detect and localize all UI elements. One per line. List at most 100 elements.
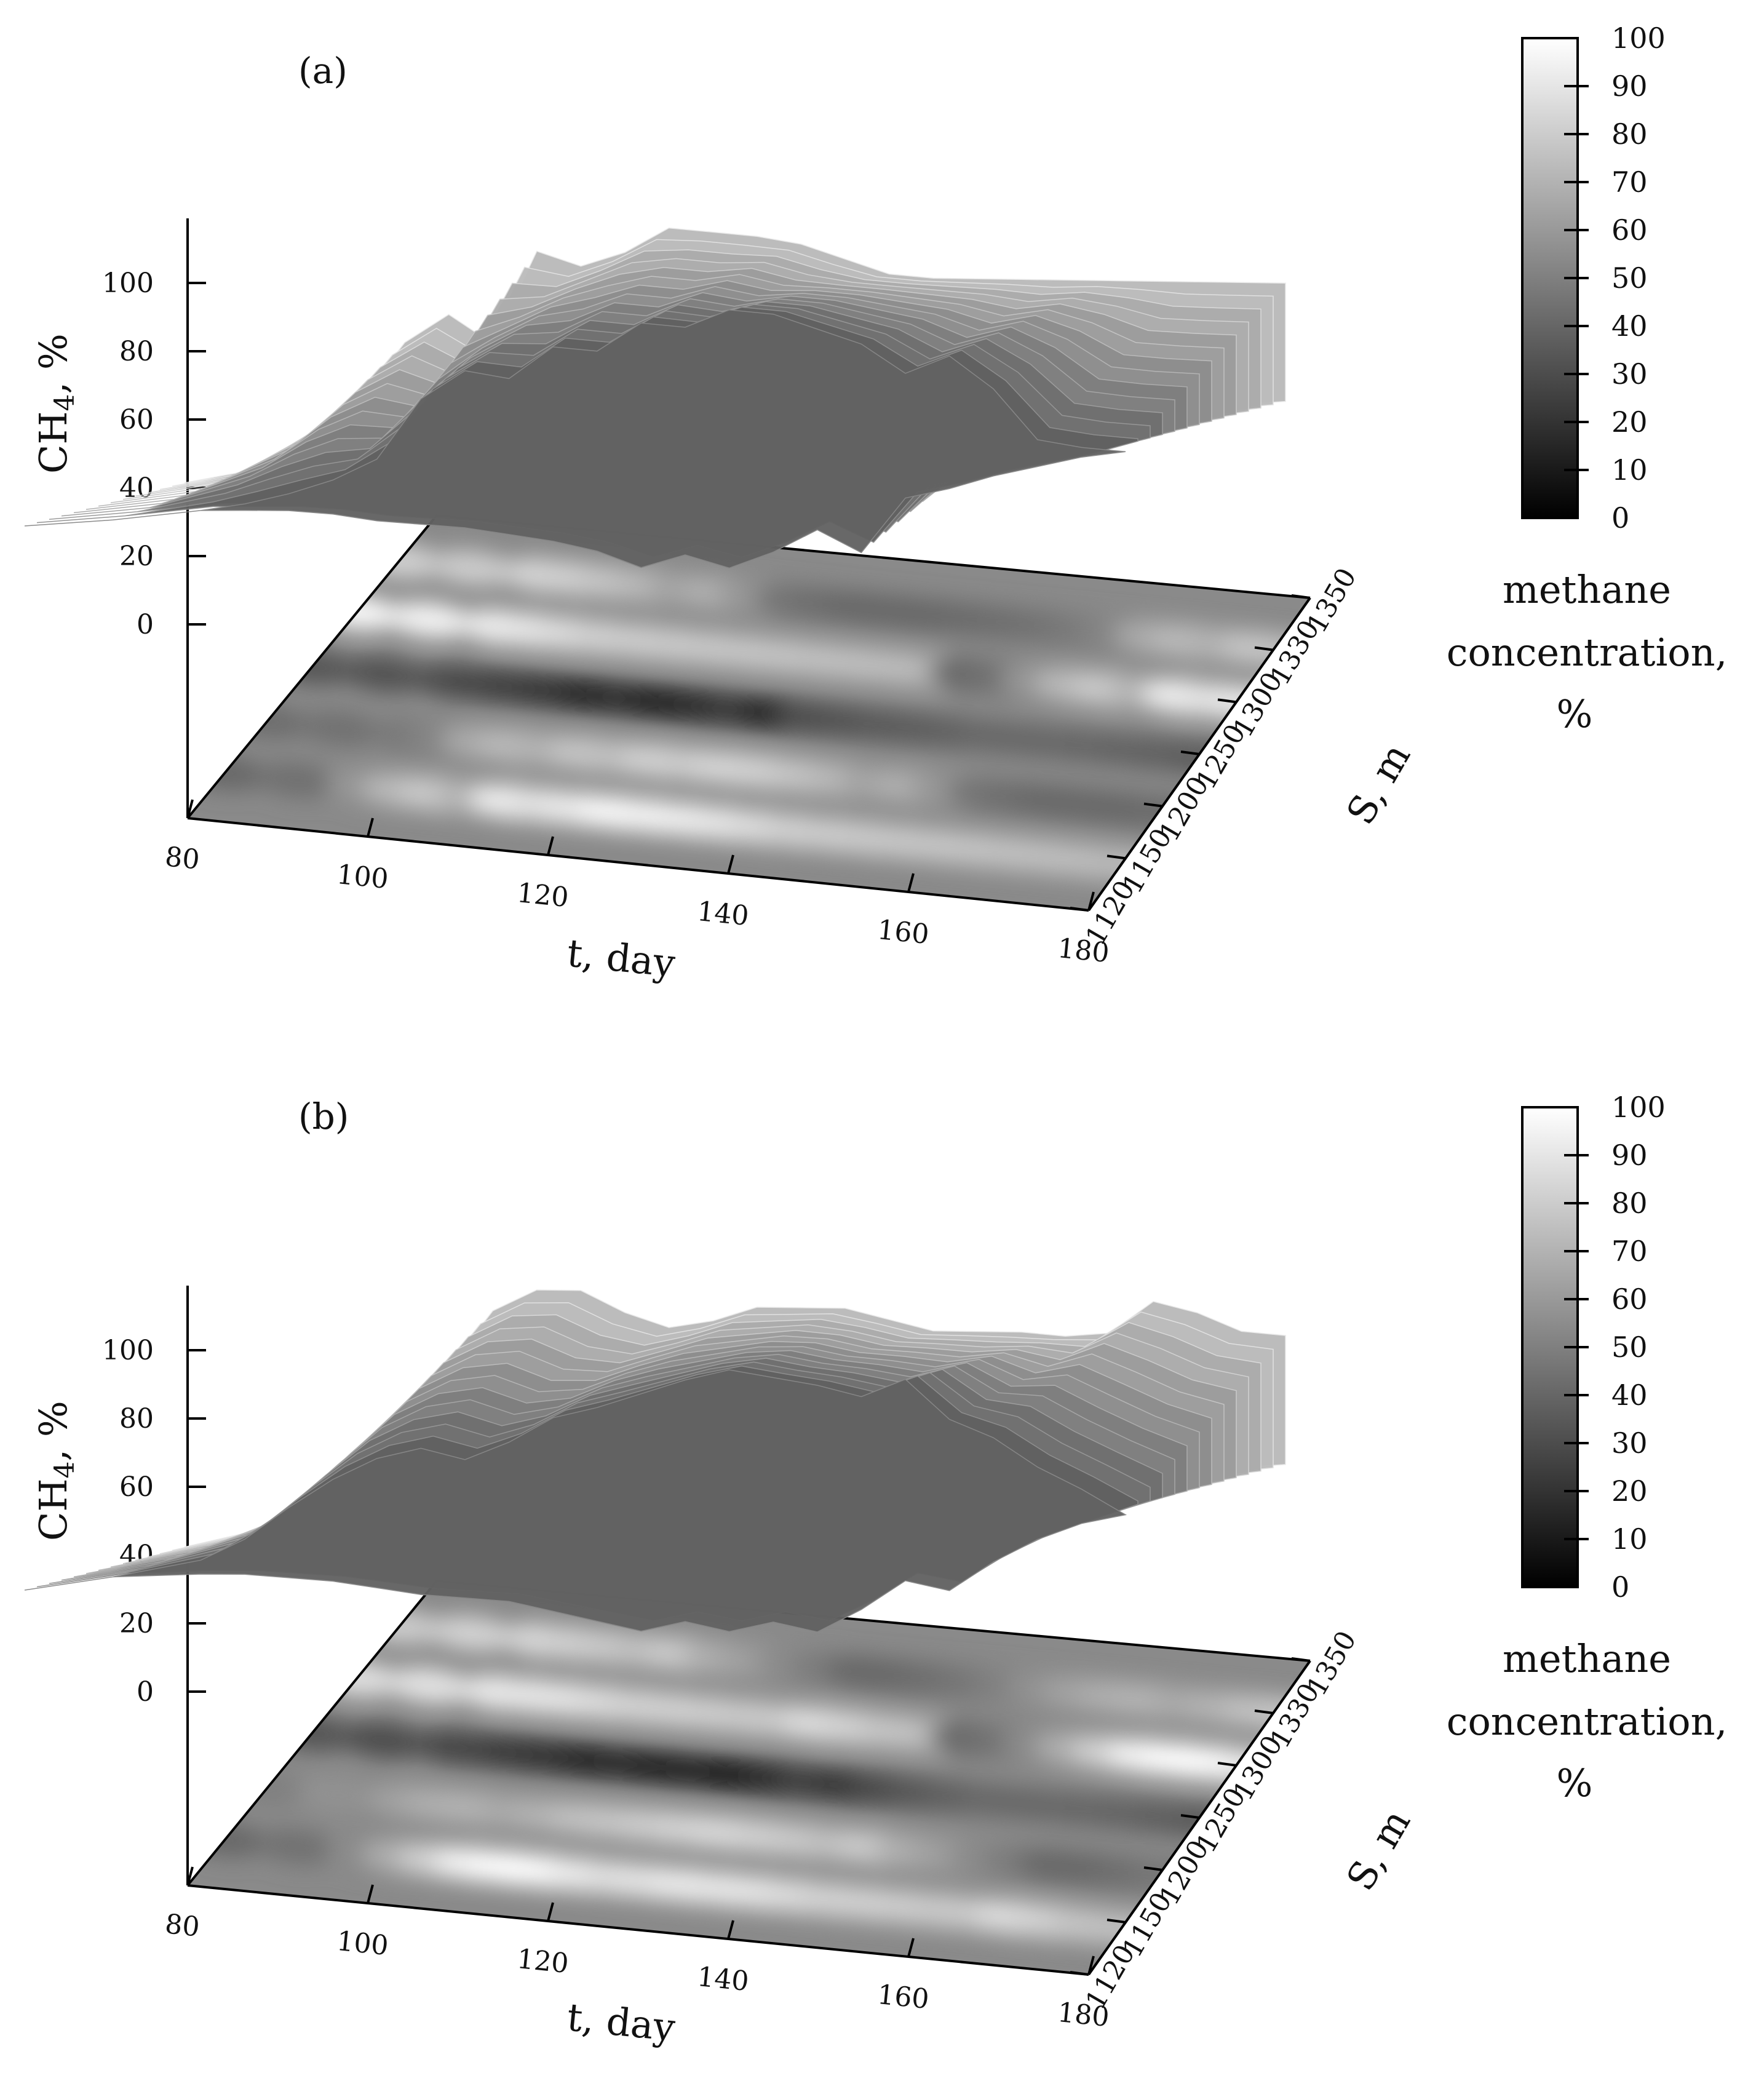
colorbar-tick-label: 50 xyxy=(1611,261,1648,295)
z-axis-title-a: CH4, % xyxy=(31,333,81,474)
x-tick-mark xyxy=(727,854,734,874)
colorbar-tick-label: 50 xyxy=(1611,1331,1648,1364)
z-tick-label: 100 xyxy=(102,1335,154,1366)
y-tick-mark xyxy=(1070,1971,1089,1976)
x-tick-mark xyxy=(907,873,915,893)
y-axis-title-b: S, m xyxy=(1338,1802,1419,1898)
floor-map-a xyxy=(186,514,1311,912)
x-tick-mark xyxy=(907,1938,915,1957)
colorbar-title-line1-b: methane xyxy=(1503,1636,1671,1681)
z-tick-label: 0 xyxy=(137,1676,154,1708)
y-tick-mark xyxy=(1070,907,1089,912)
z-tick-label: 0 xyxy=(137,609,154,640)
colorbar-tick-label: 90 xyxy=(1611,70,1648,103)
y-tick-mark xyxy=(1217,698,1237,704)
z-axis-a: 100 80 60 40 20 0 xyxy=(102,218,206,818)
surface-b xyxy=(24,1289,1286,1633)
colorbar-tick-label: 90 xyxy=(1611,1139,1648,1172)
colorbar-tick-label: 70 xyxy=(1611,165,1648,199)
floor-patch xyxy=(341,1722,427,1758)
x-tick-mark xyxy=(186,799,194,819)
x-tick-label: 140 xyxy=(696,896,750,932)
x-axis-title-a: t, day xyxy=(565,930,677,985)
colorbar-tick-label: 0 xyxy=(1611,1570,1629,1604)
panel-label-a: (a) xyxy=(298,50,348,92)
z-tick-label: 60 xyxy=(119,404,154,436)
colorbar-tick-label: 100 xyxy=(1611,22,1666,55)
x-tick-label: 140 xyxy=(696,1961,750,1997)
floor-patch xyxy=(428,1616,515,1652)
floor-patch xyxy=(254,1829,340,1865)
colorbar-tick-label: 30 xyxy=(1611,1426,1648,1460)
colorbar-title-line2-b: concentration, xyxy=(1447,1699,1728,1744)
y-tick-mark xyxy=(1291,1657,1311,1662)
x-tick-mark xyxy=(727,1920,734,1940)
floor-patch xyxy=(386,602,472,638)
x-tick-label: 100 xyxy=(335,859,390,895)
floor-map-b xyxy=(186,1579,1311,1976)
z-tick-label: 80 xyxy=(119,336,154,367)
surface-strip xyxy=(24,1369,1127,1633)
surface-a xyxy=(24,227,1286,569)
x-tick-label: 80 xyxy=(164,1908,201,1943)
x-tick-label: 120 xyxy=(515,1943,570,1979)
colorbar-title-line3-b: % xyxy=(1557,1761,1593,1805)
x-tick-label: 120 xyxy=(515,877,570,913)
y-tick-mark xyxy=(1254,1709,1274,1714)
x-tick-label: 180 xyxy=(1056,1997,1111,2033)
colorbar-tick-label: 20 xyxy=(1611,405,1648,439)
x-axis-b: 80 100 120 140 160 180 xyxy=(164,1866,1111,2033)
floor-patch xyxy=(386,1668,472,1703)
z-tick-label: 60 xyxy=(119,1471,154,1503)
colorbar-tick-label: 60 xyxy=(1611,213,1648,247)
colorbar-tick-label: 30 xyxy=(1611,357,1648,391)
z-tick-label: 80 xyxy=(119,1403,154,1434)
x-tick-mark xyxy=(547,1902,554,1922)
z-tick-label: 20 xyxy=(119,1608,154,1639)
x-tick-label: 80 xyxy=(164,841,201,875)
floor-patch xyxy=(341,656,427,692)
x-tick-mark xyxy=(367,818,374,837)
y-tick-mark xyxy=(1217,1762,1237,1767)
x-tick-mark xyxy=(367,1884,374,1904)
colorbar-tick-label: 70 xyxy=(1611,1235,1648,1268)
x-tick-label: 160 xyxy=(876,914,931,950)
colorbar-tick-label: 80 xyxy=(1611,117,1648,151)
colorbar-tick-label: 80 xyxy=(1611,1187,1648,1220)
y-tick-label: 1350 xyxy=(1301,563,1362,638)
x-tick-label: 180 xyxy=(1056,933,1111,969)
floor-patch xyxy=(296,710,383,747)
z-tick-label: 40 xyxy=(119,472,154,504)
y-tick-mark xyxy=(1180,1814,1200,1819)
floor-patch xyxy=(254,762,340,798)
y-tick-mark xyxy=(1106,1919,1126,1924)
y-tick-label: 1350 xyxy=(1301,1626,1362,1701)
y-tick-mark xyxy=(1254,646,1274,651)
x-axis-a: 80 100 120 140 160 180 xyxy=(164,799,1111,969)
y-tick-mark xyxy=(1143,802,1163,808)
surface-strip xyxy=(24,309,1126,569)
x-tick-label: 100 xyxy=(335,1925,390,1962)
colorbar-tick-label: 10 xyxy=(1611,453,1648,487)
y-tick-mark xyxy=(1180,750,1200,755)
colorbar-tick-label: 40 xyxy=(1611,309,1648,343)
y-tick-mark xyxy=(1106,854,1126,860)
colorbar-title-line2-a: concentration, xyxy=(1447,630,1728,675)
colorbar-tick-label: 20 xyxy=(1611,1474,1648,1508)
x-tick-mark xyxy=(547,836,554,856)
x-tick-label: 160 xyxy=(876,1979,931,2015)
colorbar-tick-label: 10 xyxy=(1611,1522,1648,1556)
x-tick-mark xyxy=(186,1866,194,1886)
x-axis-title-b: t, day xyxy=(565,1994,677,2050)
y-tick-mark xyxy=(1291,594,1311,599)
floor-patch xyxy=(296,1777,383,1813)
colorbar-a: methane concentration, % 100908070605040… xyxy=(1447,22,1728,736)
z-tick-label: 20 xyxy=(119,541,154,572)
z-axis-title-b: CH4, % xyxy=(31,1401,81,1541)
colorbar-b: methane concentration, % 100908070605040… xyxy=(1447,1091,1728,1805)
colorbar-tick-label: 0 xyxy=(1611,501,1629,535)
